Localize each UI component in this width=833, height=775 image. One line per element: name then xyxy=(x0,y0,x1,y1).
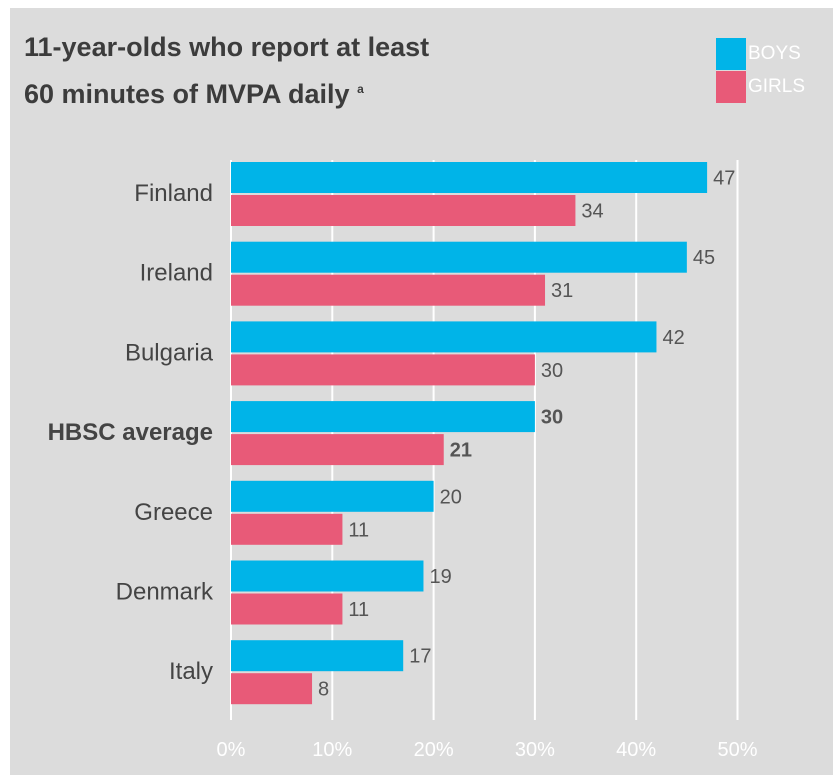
legend-item-girls: GIRLS xyxy=(716,71,805,103)
bar-girls-3 xyxy=(231,434,444,466)
value-label-boys-3: 30 xyxy=(541,407,563,429)
bar-girls-4 xyxy=(231,513,343,545)
value-label-boys-2: 42 xyxy=(662,327,684,349)
value-label-girls-0: 34 xyxy=(581,201,603,223)
value-label-girls-3: 21 xyxy=(450,440,472,462)
value-label-boys-6: 17 xyxy=(409,646,431,668)
legend-item-boys: BOYS xyxy=(716,38,801,70)
value-label-boys-0: 47 xyxy=(713,168,735,190)
bar-girls-1 xyxy=(231,274,546,306)
bar-boys-1 xyxy=(231,241,687,273)
x-tick-label-3: 30% xyxy=(515,739,555,761)
category-label-5: Denmark xyxy=(116,579,214,606)
legend-swatch-girls xyxy=(716,71,746,103)
x-tick-label-5: 50% xyxy=(717,739,757,761)
value-label-girls-1: 31 xyxy=(551,280,573,302)
bar-chart: 47 34 Finland 45 31 Ireland 42 30 Bulgaria 30 21 HB… xyxy=(48,160,758,761)
x-tick-label-2: 20% xyxy=(414,739,454,761)
category-label-4: Greece xyxy=(134,499,213,526)
category-label-0: Finland xyxy=(134,180,213,207)
bar-boys-3 xyxy=(231,401,535,433)
bar-boys-0 xyxy=(231,162,708,193)
value-label-girls-6: 8 xyxy=(318,679,329,701)
value-label-boys-4: 20 xyxy=(440,486,462,508)
bar-boys-6 xyxy=(231,640,404,672)
value-label-girls-5: 11 xyxy=(348,599,369,621)
chart-title-line-1: 11-year-olds who report at least xyxy=(24,32,430,62)
legend-label-girls: GIRLS xyxy=(748,76,806,97)
bar-boys-4 xyxy=(231,480,434,512)
bar-boys-5 xyxy=(231,560,424,592)
chart-title: 11-year-olds who report at least 60 minut… xyxy=(24,26,429,115)
chart-title-line-2: 60 minutes of MVPA daily xyxy=(24,79,350,109)
bar-boys-2 xyxy=(231,321,657,353)
category-label-6: Italy xyxy=(169,658,213,685)
value-label-boys-1: 45 xyxy=(693,247,715,269)
value-label-boys-5: 19 xyxy=(429,566,451,588)
x-tick-label-0: 0% xyxy=(217,739,246,761)
value-label-girls-4: 11 xyxy=(348,519,369,541)
legend-swatch-boys xyxy=(716,38,746,70)
chart-panel: 11-year-olds who report at least 60 minut… xyxy=(10,8,833,775)
category-label-3: HBSC average xyxy=(48,419,213,446)
value-label-girls-2: 30 xyxy=(541,360,563,382)
category-label-1: Ireland xyxy=(140,260,213,287)
title-footnote-marker: a xyxy=(357,82,364,96)
legend-label-boys: BOYS xyxy=(748,43,801,64)
x-tick-label-4: 40% xyxy=(616,739,656,761)
x-tick-label-1: 10% xyxy=(312,739,352,761)
bar-girls-0 xyxy=(231,195,576,226)
bar-girls-6 xyxy=(231,673,313,705)
category-label-2: Bulgaria xyxy=(125,339,214,366)
bar-girls-2 xyxy=(231,354,535,386)
bar-girls-5 xyxy=(231,593,343,625)
